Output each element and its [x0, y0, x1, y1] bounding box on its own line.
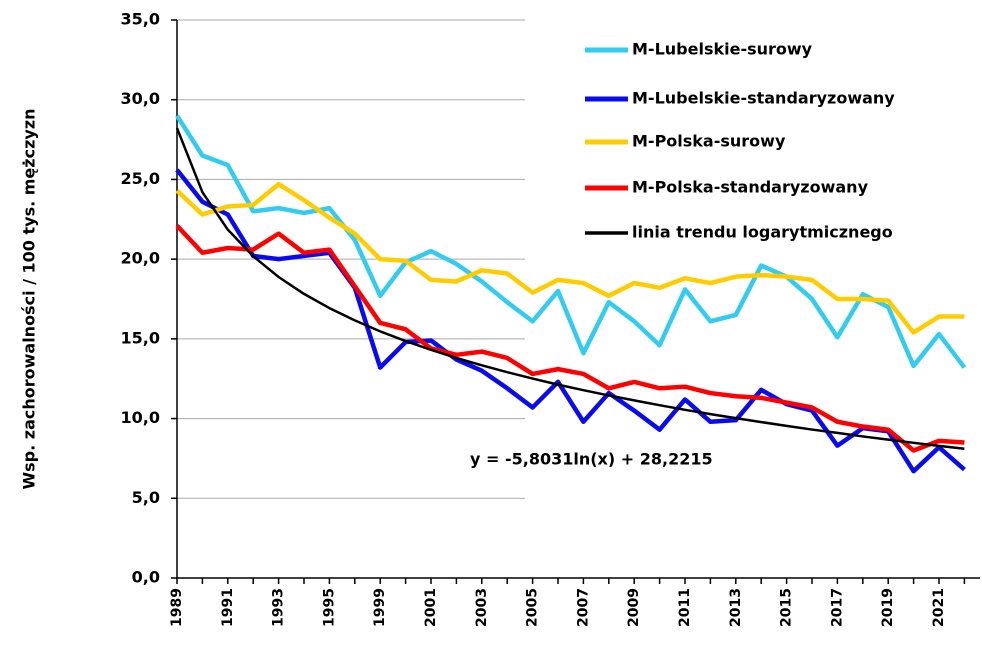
x-tick-label: 1991 — [220, 588, 236, 627]
x-tick-label: 2005 — [525, 588, 541, 627]
x-tick-label: 2011 — [677, 588, 693, 627]
x-tick-label: 2003 — [474, 588, 490, 627]
y-tick-label: 10,0 — [121, 408, 160, 427]
series-line — [175, 181, 965, 335]
y-tick-label: 5,0 — [132, 488, 160, 507]
legend-label: linia trendu logarytmicznego — [632, 223, 893, 242]
x-tick-label: 1993 — [271, 588, 287, 627]
y-axis-label: Wsp. zachorowalności / 100 tys. mężczyzn — [20, 108, 39, 489]
legend-label: M-Polska-standaryzowany — [632, 178, 869, 197]
legend-label: M-Lubelskie-standaryzowany — [632, 89, 895, 108]
y-tick-label: 20,0 — [121, 249, 160, 268]
x-tick-label: 1989 — [169, 588, 185, 627]
x-tick-label: 2019 — [880, 588, 896, 627]
x-tick-label: 2017 — [829, 588, 845, 627]
y-tick-label: 35,0 — [121, 10, 160, 29]
y-tick-label: 0,0 — [132, 568, 160, 587]
legend-label: M-Lubelskie-surowy — [632, 40, 813, 59]
y-tick-label: 30,0 — [121, 89, 160, 108]
x-tick-label: 2001 — [423, 588, 439, 627]
x-tick-label: 2007 — [575, 588, 591, 627]
trend-line — [175, 127, 965, 450]
series-line — [175, 114, 967, 369]
x-tick-label: 1995 — [321, 588, 337, 627]
x-tick-label: 2013 — [728, 588, 744, 627]
legend-background — [578, 28, 978, 253]
legend-label: M-Polska-surowy — [632, 132, 786, 151]
trend-equation: y = -5,8031ln(x) + 28,2215 — [470, 450, 713, 469]
x-tick-label: 2021 — [931, 588, 947, 627]
x-tick-label: 2009 — [626, 588, 642, 627]
x-tick-label: 1999 — [372, 588, 388, 627]
series-line — [175, 168, 966, 474]
x-tick-label: 2015 — [779, 588, 795, 627]
y-tick-label: 25,0 — [121, 169, 160, 188]
series-line — [175, 224, 965, 453]
y-tick-label: 15,0 — [121, 328, 160, 347]
